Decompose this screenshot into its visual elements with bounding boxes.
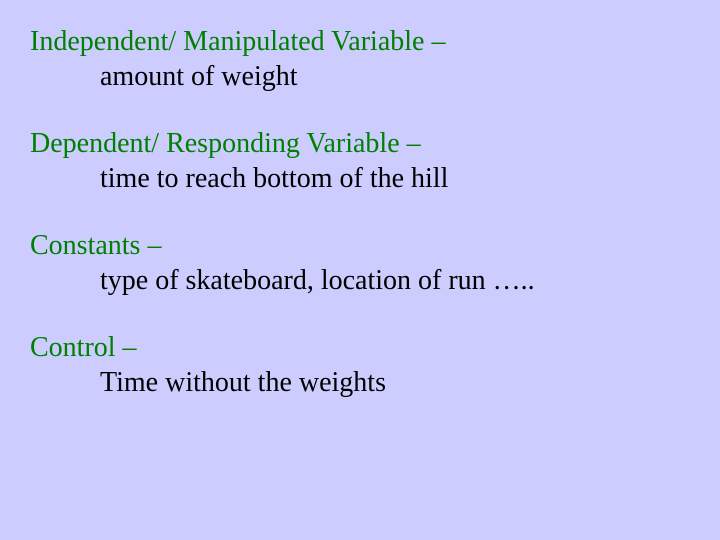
value-dependent: time to reach bottom of the hill — [30, 161, 690, 196]
label-dependent: Dependent/ Responding Variable – — [30, 126, 690, 161]
item-constants: Constants – type of skateboard, location… — [30, 228, 690, 298]
label-independent: Independent/ Manipulated Variable – — [30, 24, 690, 59]
item-dependent: Dependent/ Responding Variable – time to… — [30, 126, 690, 196]
item-independent: Independent/ Manipulated Variable – amou… — [30, 24, 690, 94]
label-constants: Constants – — [30, 228, 690, 263]
label-control: Control – — [30, 330, 690, 365]
value-independent: amount of weight — [30, 59, 690, 94]
item-control: Control – Time without the weights — [30, 330, 690, 400]
value-constants: type of skateboard, location of run ….. — [30, 263, 690, 298]
value-control: Time without the weights — [30, 365, 690, 400]
slide: Independent/ Manipulated Variable – amou… — [0, 0, 720, 540]
